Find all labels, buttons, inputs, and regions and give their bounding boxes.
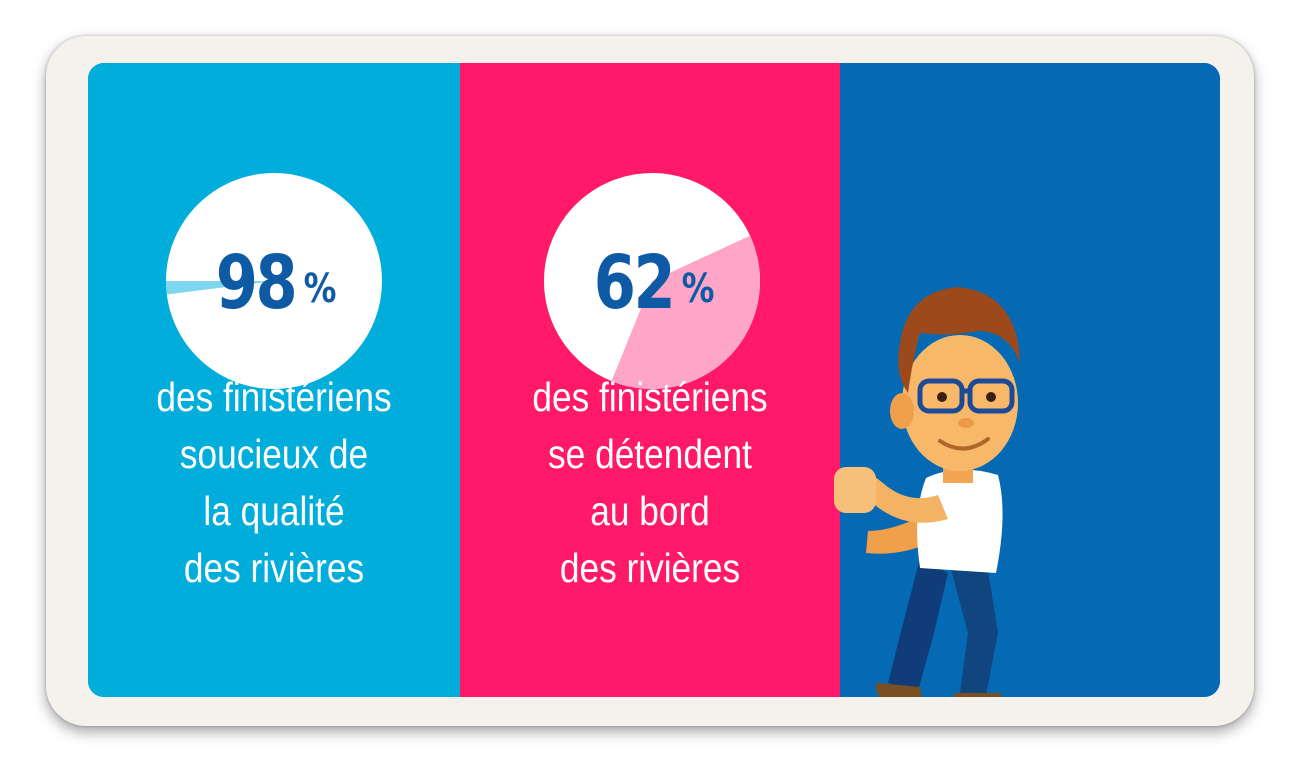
stat-panel-relaxing: 62 % des finistériens se détendent au bo… [460,63,840,697]
fist [834,467,876,513]
caption-line: au bord [590,488,710,534]
smile [938,437,990,451]
shirt [917,469,1003,573]
stat-percent: 62 % [544,183,760,383]
caption-line: des rivières [559,545,741,591]
pie-slice-remaining [166,281,274,295]
pie-chart-98 [166,173,382,389]
eye-left [937,392,947,402]
caption-line: des finistériens [532,374,768,420]
eye-right [986,392,996,402]
percent-sign: % [304,266,337,312]
caption-line: la qualité [203,488,345,534]
leg-left [888,558,948,691]
glasses-lens-left [917,378,965,414]
caption-line: soucieux de [179,431,369,477]
percent-sign: % [682,266,715,312]
caption-line: se détendent [548,431,752,477]
infographic-screen: 98 % des finistériens soucieux de la qua… [88,63,1220,697]
man-with-glasses-illustration [834,287,1020,697]
stat-panel-rivers-quality: 98 % des finistériens soucieux de la qua… [88,63,460,697]
hair [898,287,1020,393]
caption-line: des finistériens [156,374,392,420]
ear [890,393,914,429]
pie-chart-62 [544,173,760,389]
stat-caption: des finistériens se détendent au bord de… [504,369,796,597]
glasses-lens-right [967,378,1015,414]
arm-front [864,473,948,523]
stat-percent: 98 % [166,183,382,383]
stat-caption: des finistériens soucieux de la qualité … [128,369,420,597]
stat-value: 62 [594,240,676,326]
shoe-left [875,683,922,697]
pie-slice-remaining [611,235,760,389]
caption-line: des rivières [183,545,365,591]
nose [958,418,974,428]
shoe-right [954,693,1002,697]
stat-value: 98 [216,240,298,326]
leg-right [948,558,998,695]
